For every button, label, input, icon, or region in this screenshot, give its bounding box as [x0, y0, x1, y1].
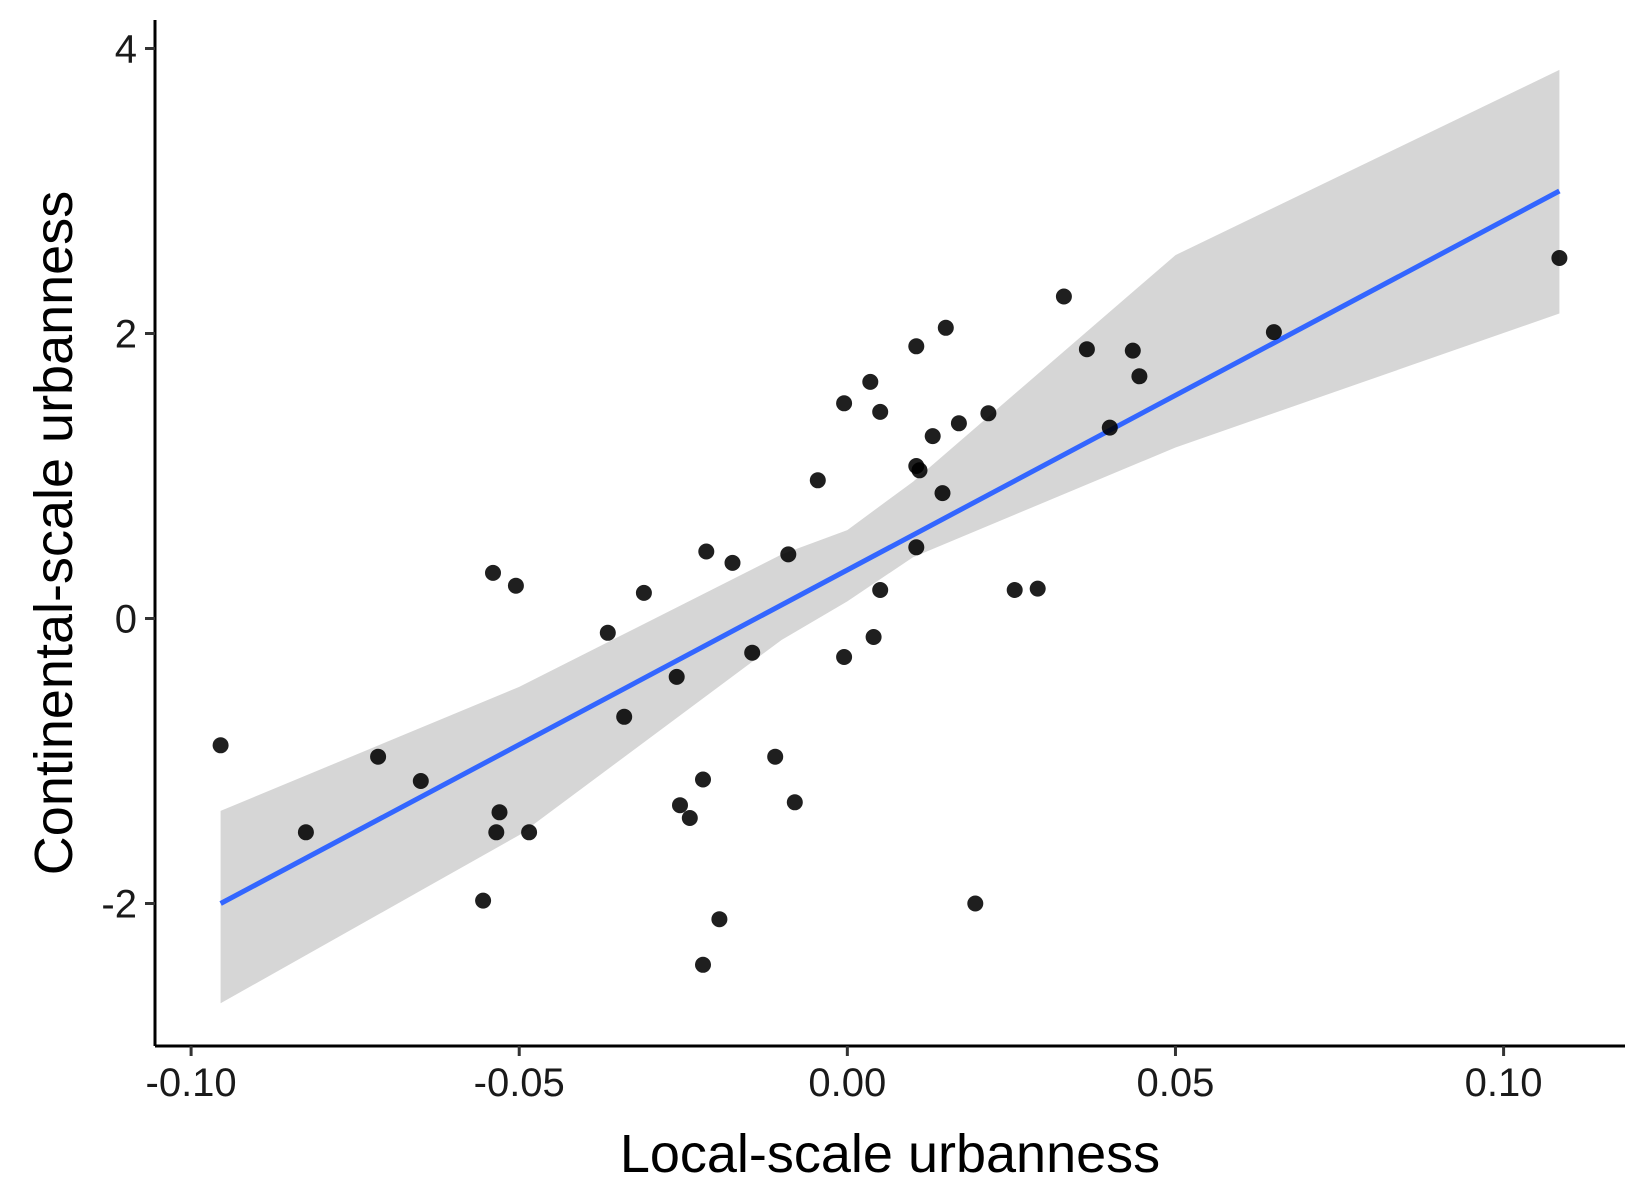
- x-axis-title: Local-scale urbanness: [620, 1124, 1160, 1184]
- data-point-31: [872, 403, 889, 420]
- ticks-layer: -0.10 -0.05 0.00 0.05 0.10 -2 0 2 4: [101, 28, 1542, 1106]
- data-point-44: [1029, 580, 1046, 597]
- data-points-layer: [212, 250, 1568, 973]
- data-point-26: [809, 472, 826, 489]
- x-tick-label: 0.10: [1465, 1061, 1543, 1105]
- data-point-7: [491, 804, 508, 821]
- data-point-39: [937, 319, 954, 336]
- data-point-47: [1101, 419, 1118, 436]
- data-point-41: [967, 895, 984, 912]
- data-point-32: [872, 582, 889, 598]
- data-point-9: [507, 577, 524, 594]
- data-point-1: [212, 737, 229, 754]
- data-point-24: [780, 546, 797, 563]
- data-point-19: [695, 956, 711, 973]
- data-point-27: [836, 395, 853, 412]
- y-tick-label: 4: [115, 28, 137, 72]
- data-point-13: [635, 584, 652, 601]
- data-point-5: [475, 892, 492, 909]
- data-point-23: [767, 748, 784, 765]
- x-tick-label: 0.00: [808, 1061, 886, 1105]
- data-point-40: [950, 415, 967, 432]
- data-point-48: [1124, 342, 1141, 359]
- y-tick-label: -2: [101, 883, 137, 927]
- regression-line: [219, 188, 1561, 906]
- data-point-4: [412, 773, 429, 789]
- data-point-18: [698, 543, 715, 560]
- data-point-10: [521, 824, 538, 841]
- data-point-3: [370, 748, 387, 765]
- data-point-8: [488, 824, 505, 841]
- data-point-50: [1265, 324, 1282, 341]
- x-tick-label: -0.05: [474, 1061, 565, 1105]
- data-point-20: [711, 911, 728, 928]
- data-point-6: [485, 564, 501, 581]
- data-point-51: [1551, 250, 1568, 266]
- data-point-33: [908, 338, 925, 355]
- x-tick-label: 0.05: [1137, 1061, 1215, 1105]
- y-axis-title: Continental-scale urbanness: [24, 191, 84, 875]
- data-point-25: [786, 794, 803, 811]
- data-point-30: [865, 629, 882, 645]
- data-point-21: [724, 554, 741, 571]
- confidence-band: [220, 69, 1560, 1004]
- fit-line-layer: [219, 188, 1561, 906]
- data-point-37: [924, 428, 941, 445]
- data-point-36: [908, 539, 925, 556]
- data-point-14: [668, 668, 685, 685]
- data-point-49: [1131, 368, 1148, 385]
- data-point-43: [1006, 582, 1023, 598]
- confidence-band-layer: [220, 69, 1560, 1004]
- data-point-12: [616, 708, 633, 725]
- y-tick-label: 2: [115, 313, 137, 357]
- data-point-45: [1055, 288, 1072, 305]
- data-point-22: [744, 644, 761, 661]
- data-point-42: [980, 405, 997, 422]
- data-point-16: [681, 810, 698, 826]
- data-point-11: [599, 624, 616, 641]
- data-point-35: [911, 462, 928, 479]
- data-point-38: [934, 485, 951, 502]
- data-point-29: [862, 373, 879, 390]
- x-tick-label: -0.10: [146, 1061, 237, 1105]
- data-point-17: [695, 771, 711, 788]
- data-point-46: [1078, 341, 1095, 358]
- data-point-2: [297, 824, 314, 841]
- y-tick-label: 0: [115, 598, 137, 642]
- data-point-28: [836, 649, 853, 665]
- data-point-15: [672, 797, 688, 814]
- axes-layer: [153, 20, 1625, 1048]
